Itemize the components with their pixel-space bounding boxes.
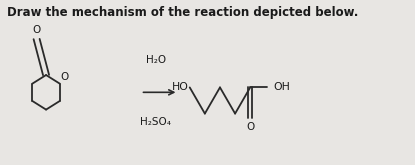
Text: OH: OH bbox=[273, 82, 290, 92]
Text: O: O bbox=[60, 72, 68, 82]
Text: O: O bbox=[246, 122, 254, 132]
Text: H₂O: H₂O bbox=[146, 55, 166, 65]
Text: HO: HO bbox=[172, 82, 189, 92]
Text: H₂SO₄: H₂SO₄ bbox=[140, 117, 171, 127]
Text: Draw the mechanism of the reaction depicted below.: Draw the mechanism of the reaction depic… bbox=[7, 6, 359, 19]
Text: O: O bbox=[32, 25, 41, 35]
